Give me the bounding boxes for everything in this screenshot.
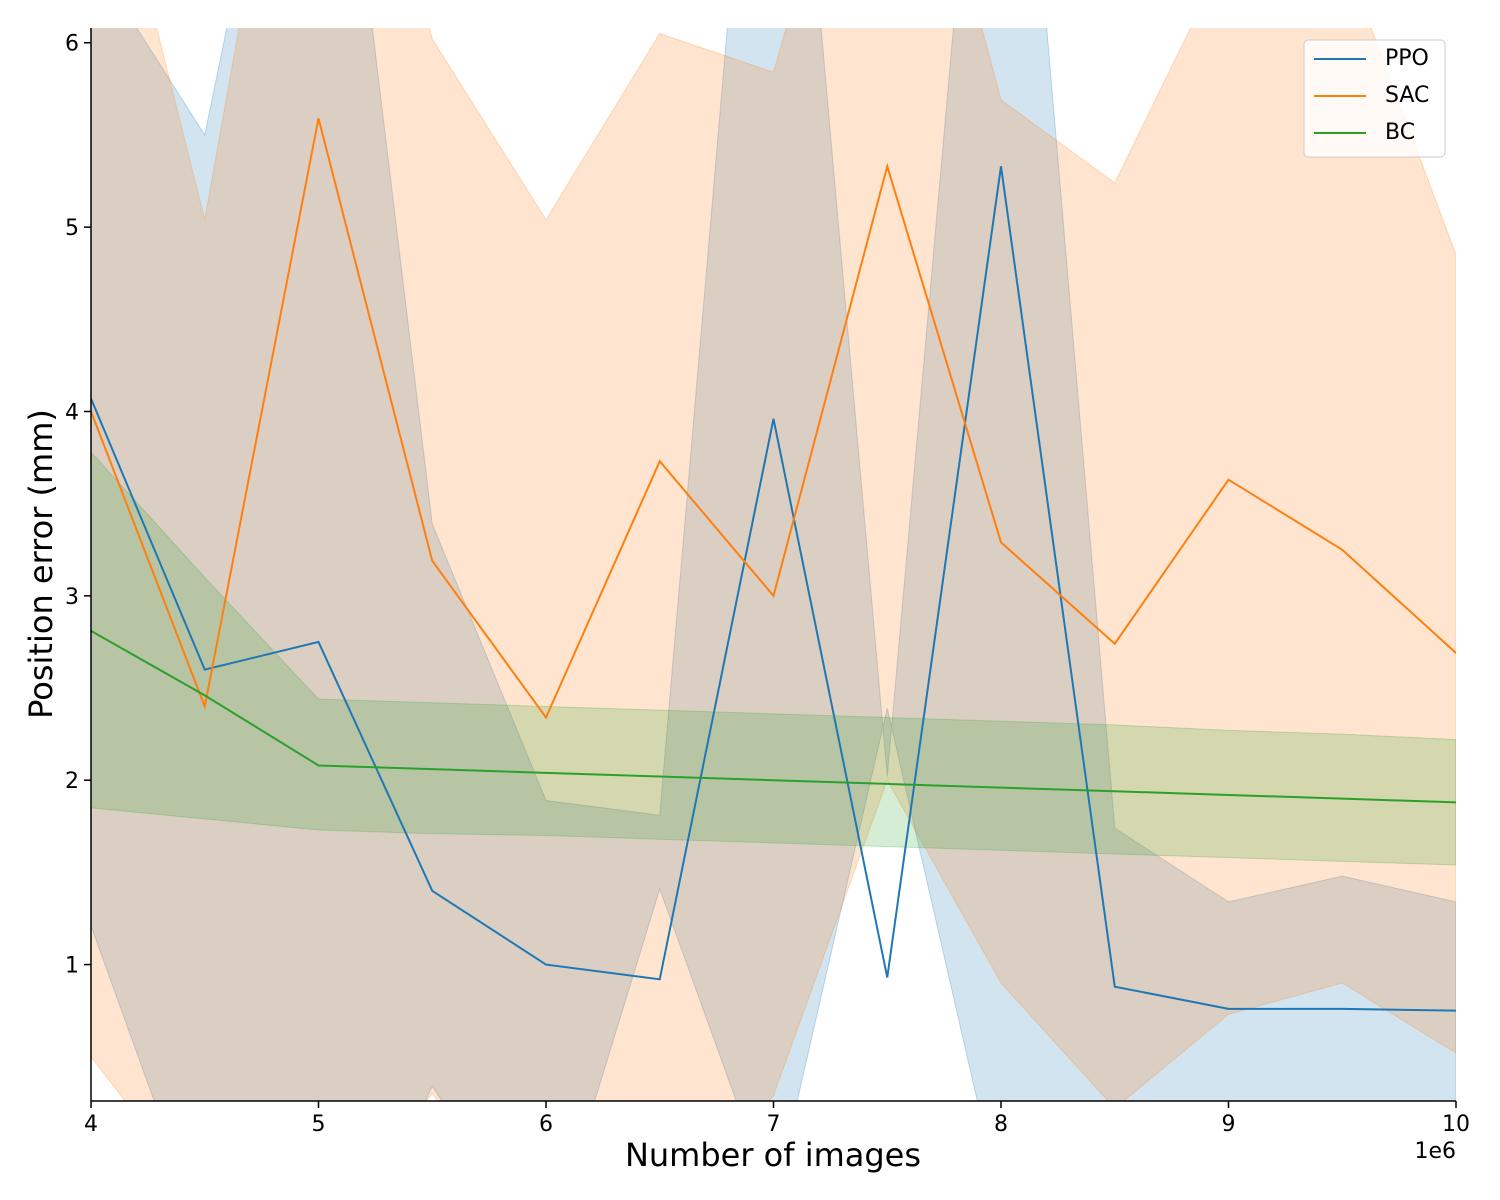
x-tick-label: 6 bbox=[539, 1112, 553, 1137]
x-offset-label: 1e6 bbox=[1414, 1139, 1456, 1164]
y-tick-label: 5 bbox=[65, 216, 79, 241]
line bbox=[91, 118, 1456, 720]
line bbox=[91, 630, 1456, 804]
x-tick-label: 7 bbox=[767, 1112, 781, 1137]
y-tick-label: 1 bbox=[65, 954, 79, 979]
y-tick-label: 6 bbox=[65, 32, 79, 57]
x-tick-label: 9 bbox=[1222, 1112, 1236, 1137]
y-tick-label: 4 bbox=[65, 400, 79, 425]
legend-box bbox=[1303, 39, 1446, 158]
x-tick-label: 4 bbox=[84, 1112, 98, 1137]
x-tick-label: 8 bbox=[994, 1112, 1008, 1137]
bands bbox=[91, 28, 1456, 1101]
line bbox=[91, 166, 1456, 1012]
y-tick-label: 3 bbox=[65, 585, 79, 610]
x-tick-label: 5 bbox=[312, 1112, 326, 1137]
legend-label: PPO bbox=[1385, 46, 1429, 71]
x-axis-label: Number of images bbox=[625, 1136, 921, 1174]
y-axis-label: Position error (mm) bbox=[22, 409, 60, 719]
error-band bbox=[91, 28, 1456, 1101]
error-band bbox=[91, 451, 1456, 866]
legend-label: SAC bbox=[1385, 83, 1429, 108]
error-band bbox=[91, 28, 1456, 1101]
y-tick-label: 2 bbox=[65, 769, 79, 794]
x-tick-label: 10 bbox=[1442, 1112, 1470, 1137]
legend-label: BC bbox=[1385, 120, 1415, 145]
lines bbox=[91, 118, 1456, 1012]
